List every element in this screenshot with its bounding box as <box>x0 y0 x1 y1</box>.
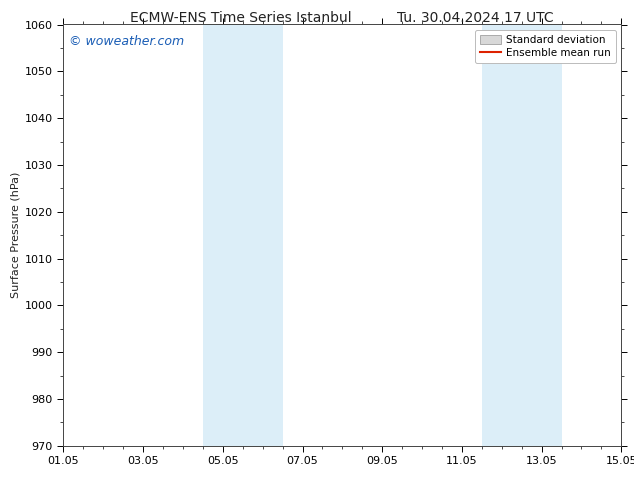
Bar <box>482 24 562 446</box>
Text: Tu. 30.04.2024 17 UTC: Tu. 30.04.2024 17 UTC <box>397 11 554 25</box>
Text: ECMW-ENS Time Series Istanbul: ECMW-ENS Time Series Istanbul <box>130 11 352 25</box>
Legend: Standard deviation, Ensemble mean run: Standard deviation, Ensemble mean run <box>475 30 616 63</box>
Bar <box>203 24 283 446</box>
Y-axis label: Surface Pressure (hPa): Surface Pressure (hPa) <box>11 172 21 298</box>
Text: © woweather.com: © woweather.com <box>69 35 184 48</box>
